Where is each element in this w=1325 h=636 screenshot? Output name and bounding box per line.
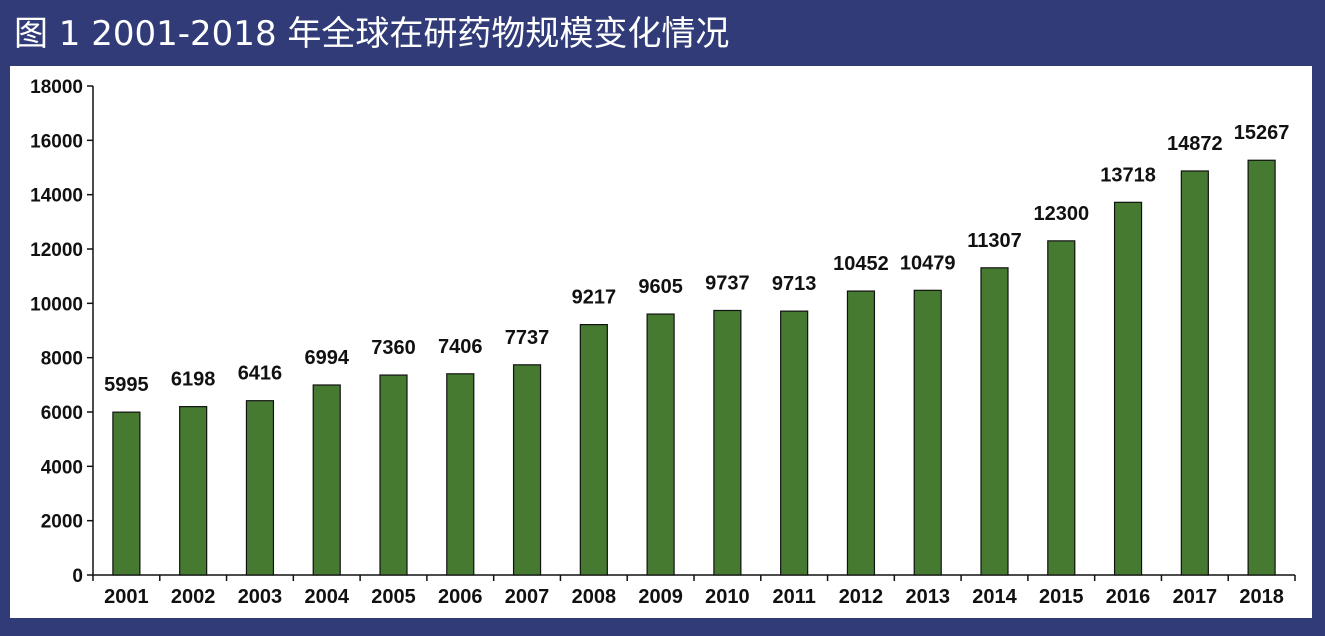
bar-2017 [1180,170,1209,576]
bar-2014 [980,267,1009,576]
bar-2007 [512,364,542,576]
x-tick-label: 2004 [304,586,349,608]
bar-2003 [245,400,275,576]
x-tick-label: 2012 [839,586,884,608]
x-tick-label: 2017 [1173,586,1218,608]
bar-2005 [379,374,408,576]
bar-2012 [846,290,876,576]
x-tick-label: 2007 [505,586,550,608]
data-label: 11307 [967,230,1022,252]
y-tick-label: 4000 [41,457,83,478]
data-label: 5995 [104,374,149,396]
x-tick-label: 2015 [1039,586,1084,608]
bar-2009 [646,313,675,576]
data-label: 14872 [1167,133,1223,155]
x-tick-label: 2013 [905,586,950,608]
y-tick-label: 16000 [30,131,83,152]
chart-title: 图 1 2001-2018 年全球在研药物规模变化情况 [14,14,730,54]
bar-2015 [1047,240,1076,576]
bar-2006 [446,373,475,576]
x-tick-label: 2002 [171,586,216,608]
data-label: 9605 [638,276,683,298]
data-label: 9737 [705,272,750,294]
x-tick-label: 2003 [238,586,283,608]
bar-2013 [913,289,942,576]
x-tick-label: 2009 [638,586,683,608]
x-tick-label: 2006 [438,586,483,608]
bar-2002 [179,406,208,576]
y-tick-label: 12000 [30,240,83,261]
y-tick-label: 18000 [30,77,83,98]
bar-2016 [1113,201,1143,576]
x-tick-label: 2014 [972,586,1017,608]
bar-2018 [1247,159,1276,576]
bar-2001 [112,411,141,576]
data-label: 7406 [438,336,483,358]
bar-2004 [312,384,341,576]
y-tick-label: 0 [72,566,83,587]
x-tick-label: 2010 [705,586,750,608]
data-label: 10479 [900,252,956,274]
bar-chart: 0 2000 4000 6000 8000 10000 12000 14000 16000 180… [30,77,1296,608]
data-label: 7360 [371,337,416,359]
data-label: 6198 [171,369,216,391]
data-label: 10452 [833,253,889,275]
bar-2011 [780,310,809,576]
chart-panel: 0 2000 4000 6000 8000 10000 12000 14000 16000 180… [10,66,1312,618]
data-label: 13718 [1100,164,1156,186]
x-tick-label: 2005 [371,586,416,608]
y-tick-label: 10000 [30,294,83,315]
bar-2008 [579,324,608,576]
y-tick-label: 6000 [41,403,83,424]
data-label: 15267 [1234,122,1290,144]
bar-2010 [713,309,742,576]
x-tick-label: 2008 [572,586,617,608]
data-label: 9713 [772,273,817,295]
data-label: 9217 [572,287,617,309]
y-tick-label: 2000 [41,512,83,533]
data-label: 12300 [1033,203,1089,225]
data-label: 6994 [304,347,349,369]
data-label: 6416 [238,363,283,385]
y-tick-label: 14000 [30,186,83,207]
x-tick-label: 2001 [104,586,149,608]
y-tick-label: 8000 [41,349,83,370]
x-tick-label: 2016 [1106,586,1151,608]
data-label: 7737 [505,327,550,349]
x-tick-label: 2011 [772,586,815,608]
x-tick-label: 2018 [1239,586,1284,608]
